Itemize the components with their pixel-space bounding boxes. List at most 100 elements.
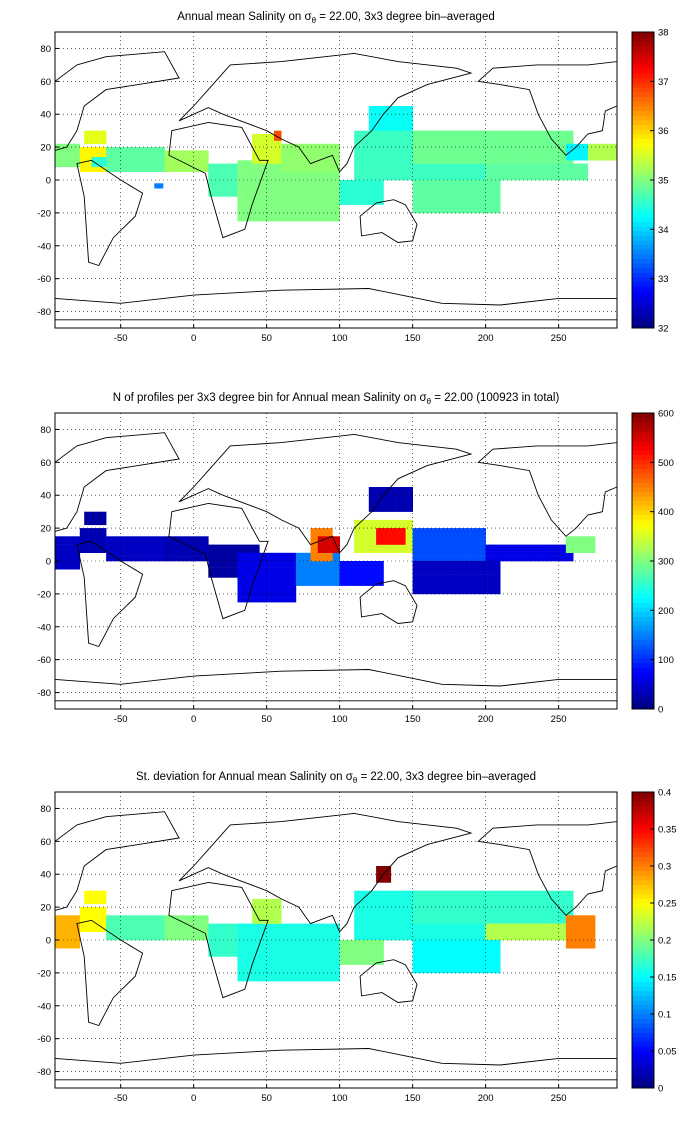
colorbar-tick-label: 34 [658,225,669,236]
data-bin [259,592,265,598]
data-bin [106,161,111,168]
data-bin [168,935,174,941]
data-bin [59,943,65,949]
data-bin [250,181,256,187]
data-bin [241,562,247,568]
data-bin [469,963,475,969]
data-bin [208,562,213,568]
data-bin [507,551,513,557]
data-bin [460,158,466,164]
data-bin [76,147,81,153]
colorbar-swatch [632,561,654,567]
data-bin [592,538,596,544]
data-bin [208,926,213,932]
data-bin [513,903,519,909]
data-bin [294,191,300,197]
data-bin [430,153,435,159]
data-bin [309,565,314,572]
data-bin [136,166,142,172]
data-bin [344,954,349,960]
data-bin [190,556,196,562]
colorbar-swatch [632,309,654,315]
data-bin [509,143,514,149]
data-bin [88,898,94,905]
colorbar-swatch [632,551,654,557]
data-bin [412,574,418,580]
data-bin [246,171,251,177]
data-bin [533,551,539,557]
data-bin [203,915,209,921]
data-bin [365,199,371,205]
colorbar-swatch [632,967,654,973]
data-bin [316,206,321,212]
data-bin [412,584,418,590]
data-bin [487,203,492,209]
data-bin [323,551,329,557]
data-bin [303,211,308,217]
data-bin [234,936,240,942]
data-bin [503,935,508,941]
data-bin [430,908,435,914]
data-bin [579,536,584,539]
data-bin [465,898,470,905]
data-bin [333,157,339,163]
data-bin [473,130,479,135]
data-bin [234,547,240,553]
data-bin [149,915,155,921]
data-bin [333,966,339,972]
data-bin [516,163,521,166]
data-bin [141,152,146,158]
data-bin [548,130,554,135]
data-bin [430,958,435,964]
data-bin [398,523,403,529]
data-bin [406,547,412,553]
data-bin [290,971,295,977]
data-bin [303,181,308,187]
data-bin [542,546,548,552]
data-bin [319,528,324,532]
colorbar-swatch [632,921,654,927]
data-bin [494,170,500,176]
data-bin [285,206,291,212]
data-bin [217,936,222,942]
data-bin [481,165,486,171]
data-bin [465,894,470,900]
data-bin [106,551,111,557]
data-bin [434,579,440,585]
data-bin [335,538,340,544]
data-bin [285,971,291,977]
data-bin [59,938,65,944]
data-bin [365,570,371,577]
data-bin [495,903,501,909]
data-bin [250,206,256,212]
data-bin [163,152,165,158]
colorbar-swatch [632,903,654,909]
data-bin [371,160,377,166]
data-bin [55,943,60,949]
data-bin [250,196,256,202]
data-bin [412,138,418,145]
colorbar-swatch [632,422,654,428]
data-bin [557,153,562,159]
data-bin [203,925,209,931]
data-bin [600,150,606,156]
data-bin [463,165,469,171]
data-bin [354,155,359,161]
data-bin [411,538,413,544]
data-bin [542,165,548,171]
colorbar-swatch [632,1037,654,1043]
data-bin [329,171,335,177]
data-bin [443,913,448,919]
data-bin [263,191,269,197]
data-bin [263,597,269,603]
data-bin [398,925,403,931]
data-bin [333,143,339,148]
data-bin [263,211,269,217]
data-bin [586,170,589,176]
colorbar-swatch [632,547,654,553]
data-bin [535,143,540,149]
data-bin [128,536,133,542]
data-bin [438,134,444,140]
data-bin [358,135,364,141]
data-bin [503,925,508,931]
